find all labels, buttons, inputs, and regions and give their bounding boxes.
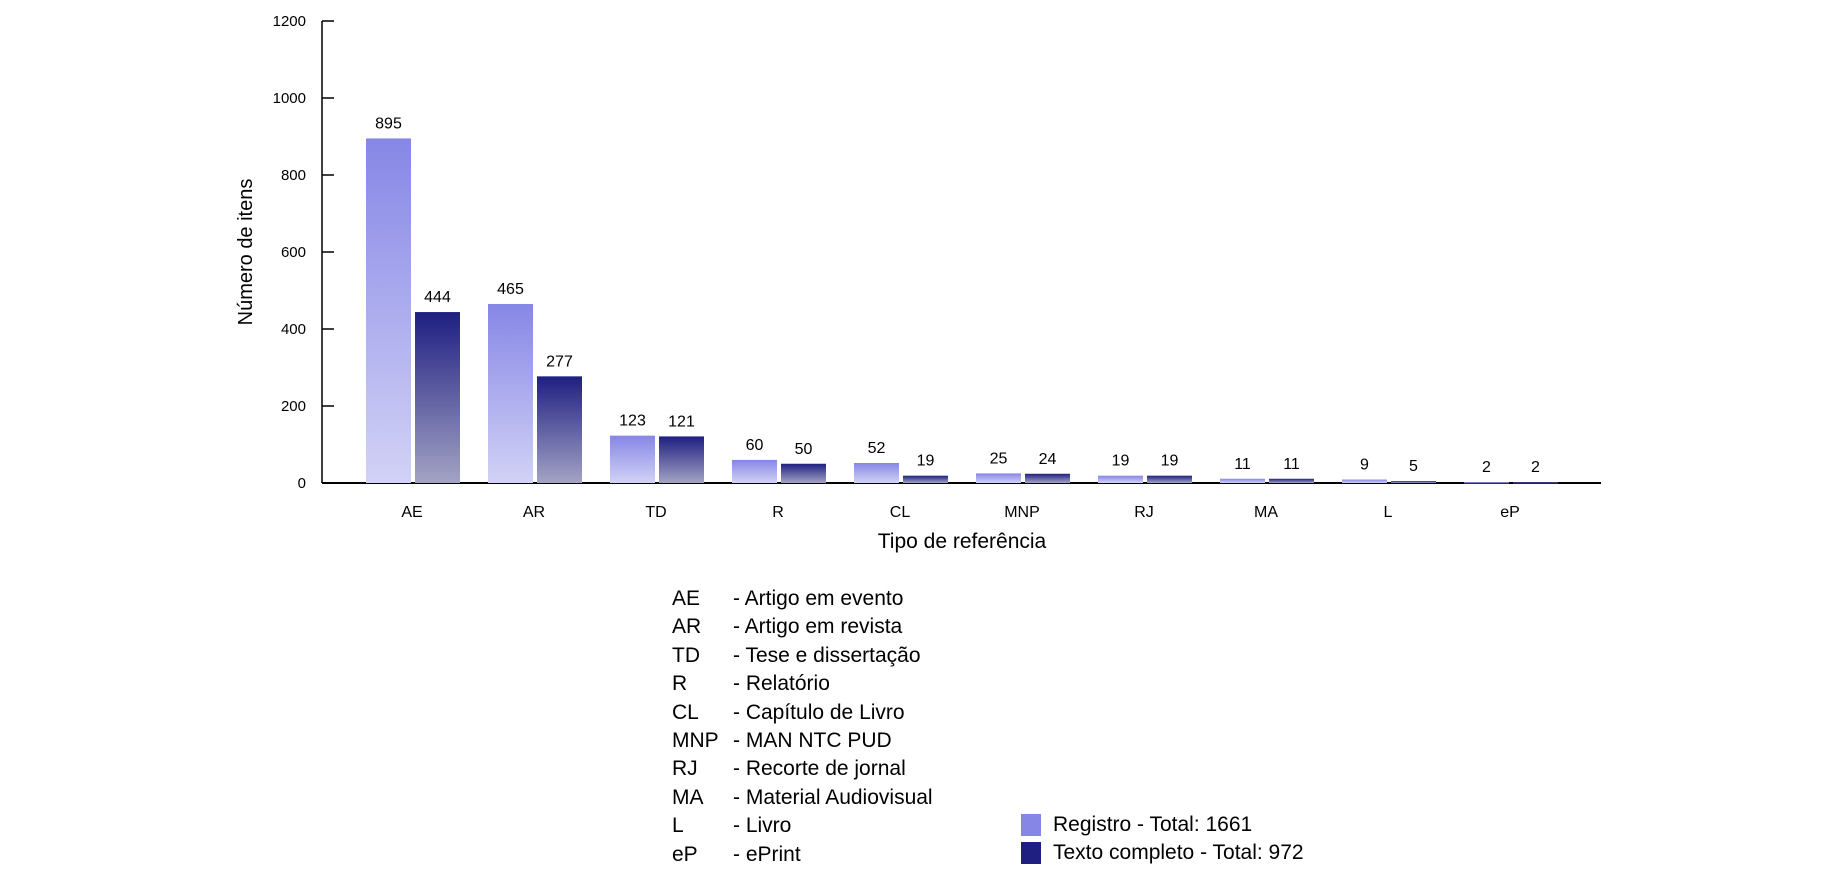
- bar-texto-completo-AE: [415, 312, 460, 483]
- bar-registro-RJ: [1098, 475, 1143, 483]
- bar-texto-completo-L: [1391, 481, 1436, 483]
- abbreviation-row: TD - Tese e dissertação: [672, 642, 933, 670]
- legend-item-texto-completo: Texto completo - Total: 972: [1021, 839, 1304, 867]
- abbreviation-row: MA - Material Audiovisual: [672, 784, 933, 812]
- x-tick-label: RJ: [1134, 504, 1154, 521]
- abbreviation-row: AR - Artigo em revista: [672, 613, 933, 641]
- bar-texto-completo-MA: [1269, 478, 1314, 483]
- abbreviation-code: L: [672, 814, 684, 838]
- abbreviation-code: RJ: [672, 757, 698, 781]
- y-axis-label: Número de itens: [235, 179, 257, 326]
- y-tick-label: 600: [281, 244, 306, 261]
- x-tick-label: AR: [523, 504, 545, 521]
- abbreviation-code: R: [672, 672, 688, 696]
- legend-swatch-texto-completo: [1021, 842, 1041, 864]
- y-tick-label: 800: [281, 167, 306, 184]
- data-label: 5: [1409, 458, 1418, 475]
- bar-texto-completo-MNP: [1025, 473, 1070, 483]
- bar-registro-AR: [488, 303, 533, 483]
- abbreviation-description: - ePrint: [733, 842, 801, 866]
- abbreviation-description: - Recorte de jornal: [733, 757, 906, 781]
- abbreviation-description: - MAN NTC PUD: [733, 728, 892, 752]
- data-label: 25: [990, 450, 1008, 467]
- y-tick-label: 1200: [273, 13, 306, 30]
- x-tick-label: CL: [890, 504, 911, 521]
- abbreviation-legend: AE - Artigo em evento AR - Artigo em revist…: [672, 585, 933, 869]
- abbreviation-code: AR: [672, 615, 702, 639]
- x-tick-label: L: [1384, 504, 1393, 521]
- bar-texto-completo-TD: [659, 436, 704, 483]
- bar-registro-AE: [366, 138, 411, 484]
- abbreviation-code: eP: [672, 842, 698, 866]
- data-label: 121: [668, 413, 695, 430]
- abbreviation-code: AE: [672, 587, 701, 610]
- data-label: 9: [1360, 457, 1369, 474]
- bar-texto-completo-R: [781, 463, 826, 483]
- data-label: 2: [1482, 459, 1491, 476]
- x-tick-label: AE: [401, 504, 422, 521]
- y-tick-label: 0: [298, 475, 306, 492]
- data-label: 19: [1112, 453, 1130, 470]
- abbreviation-description: - Artigo em evento: [733, 587, 904, 610]
- x-tick-label: TD: [645, 504, 666, 521]
- abbreviation-row: RJ - Recorte de jornal: [672, 755, 933, 783]
- abbreviation-code: CL: [672, 700, 699, 724]
- abbreviation-description: - Artigo em revista: [733, 615, 903, 639]
- data-label: 465: [497, 281, 524, 298]
- data-label: 895: [375, 115, 402, 132]
- abbreviation-row: L - Livro: [672, 812, 933, 840]
- x-tick-label: MNP: [1004, 504, 1040, 521]
- legend-item-registro: Registro - Total: 1661: [1021, 811, 1252, 839]
- abbreviation-description: - Material Audiovisual: [733, 785, 933, 809]
- x-tick-label: R: [772, 504, 784, 521]
- bar-chart: Número de itens Tipo de referência 0 200 4…: [235, 13, 1601, 553]
- data-label: 2: [1531, 459, 1540, 476]
- abbreviation-row: eP - ePrint: [672, 841, 933, 869]
- abbreviation-row: R - Relatório: [672, 670, 933, 698]
- y-tick-label: 400: [281, 321, 306, 338]
- bar-registro-L: [1342, 479, 1387, 483]
- bar-registro-R: [732, 459, 777, 483]
- abbreviation-row: MNP - MAN NTC PUD: [672, 727, 933, 755]
- data-label: 52: [868, 440, 886, 457]
- bar-texto-completo-CL: [903, 475, 948, 483]
- x-tick-label: MA: [1254, 504, 1278, 521]
- abbreviation-description: - Relatório: [733, 672, 830, 696]
- legend-label-texto-completo: Texto completo - Total: 972: [1053, 841, 1304, 864]
- x-axis-label: Tipo de referência: [878, 530, 1047, 553]
- data-label: 19: [1161, 453, 1179, 470]
- y-tick-label: 200: [281, 398, 306, 415]
- data-label: 277: [546, 353, 573, 370]
- y-tick-label: 1000: [273, 90, 306, 107]
- legend-label-registro: Registro - Total: 1661: [1053, 813, 1253, 836]
- data-label: 123: [619, 413, 646, 430]
- abbreviation-code: TD: [672, 643, 700, 667]
- abbreviation-row: CL - Capítulo de Livro: [672, 699, 933, 727]
- legend-swatch-registro: [1021, 814, 1041, 836]
- bar-texto-completo-AR: [537, 376, 582, 483]
- bar-texto-completo-RJ: [1147, 475, 1192, 483]
- data-label: 50: [795, 441, 813, 458]
- abbreviation-row: AE - Artigo em evento: [672, 585, 933, 613]
- bar-registro-MA: [1220, 478, 1265, 483]
- abbreviation-code: MA: [672, 785, 704, 809]
- data-label: 19: [917, 453, 935, 470]
- data-label: 444: [424, 289, 451, 306]
- abbreviation-description: - Tese e dissertação: [733, 643, 921, 667]
- bar-registro-eP: [1464, 482, 1509, 484]
- data-label: 60: [746, 437, 764, 454]
- data-label: 24: [1039, 451, 1057, 468]
- bar-registro-TD: [610, 435, 655, 483]
- bar-texto-completo-eP: [1513, 482, 1558, 484]
- abbreviation-description: - Livro: [733, 814, 792, 838]
- data-label: 11: [1234, 456, 1251, 473]
- abbreviation-code: MNP: [672, 728, 719, 752]
- x-tick-label: eP: [1500, 504, 1520, 521]
- abbreviation-description: - Capítulo de Livro: [733, 700, 905, 724]
- bar-registro-CL: [854, 462, 899, 483]
- bar-registro-MNP: [976, 473, 1021, 483]
- data-label: 11: [1283, 456, 1300, 473]
